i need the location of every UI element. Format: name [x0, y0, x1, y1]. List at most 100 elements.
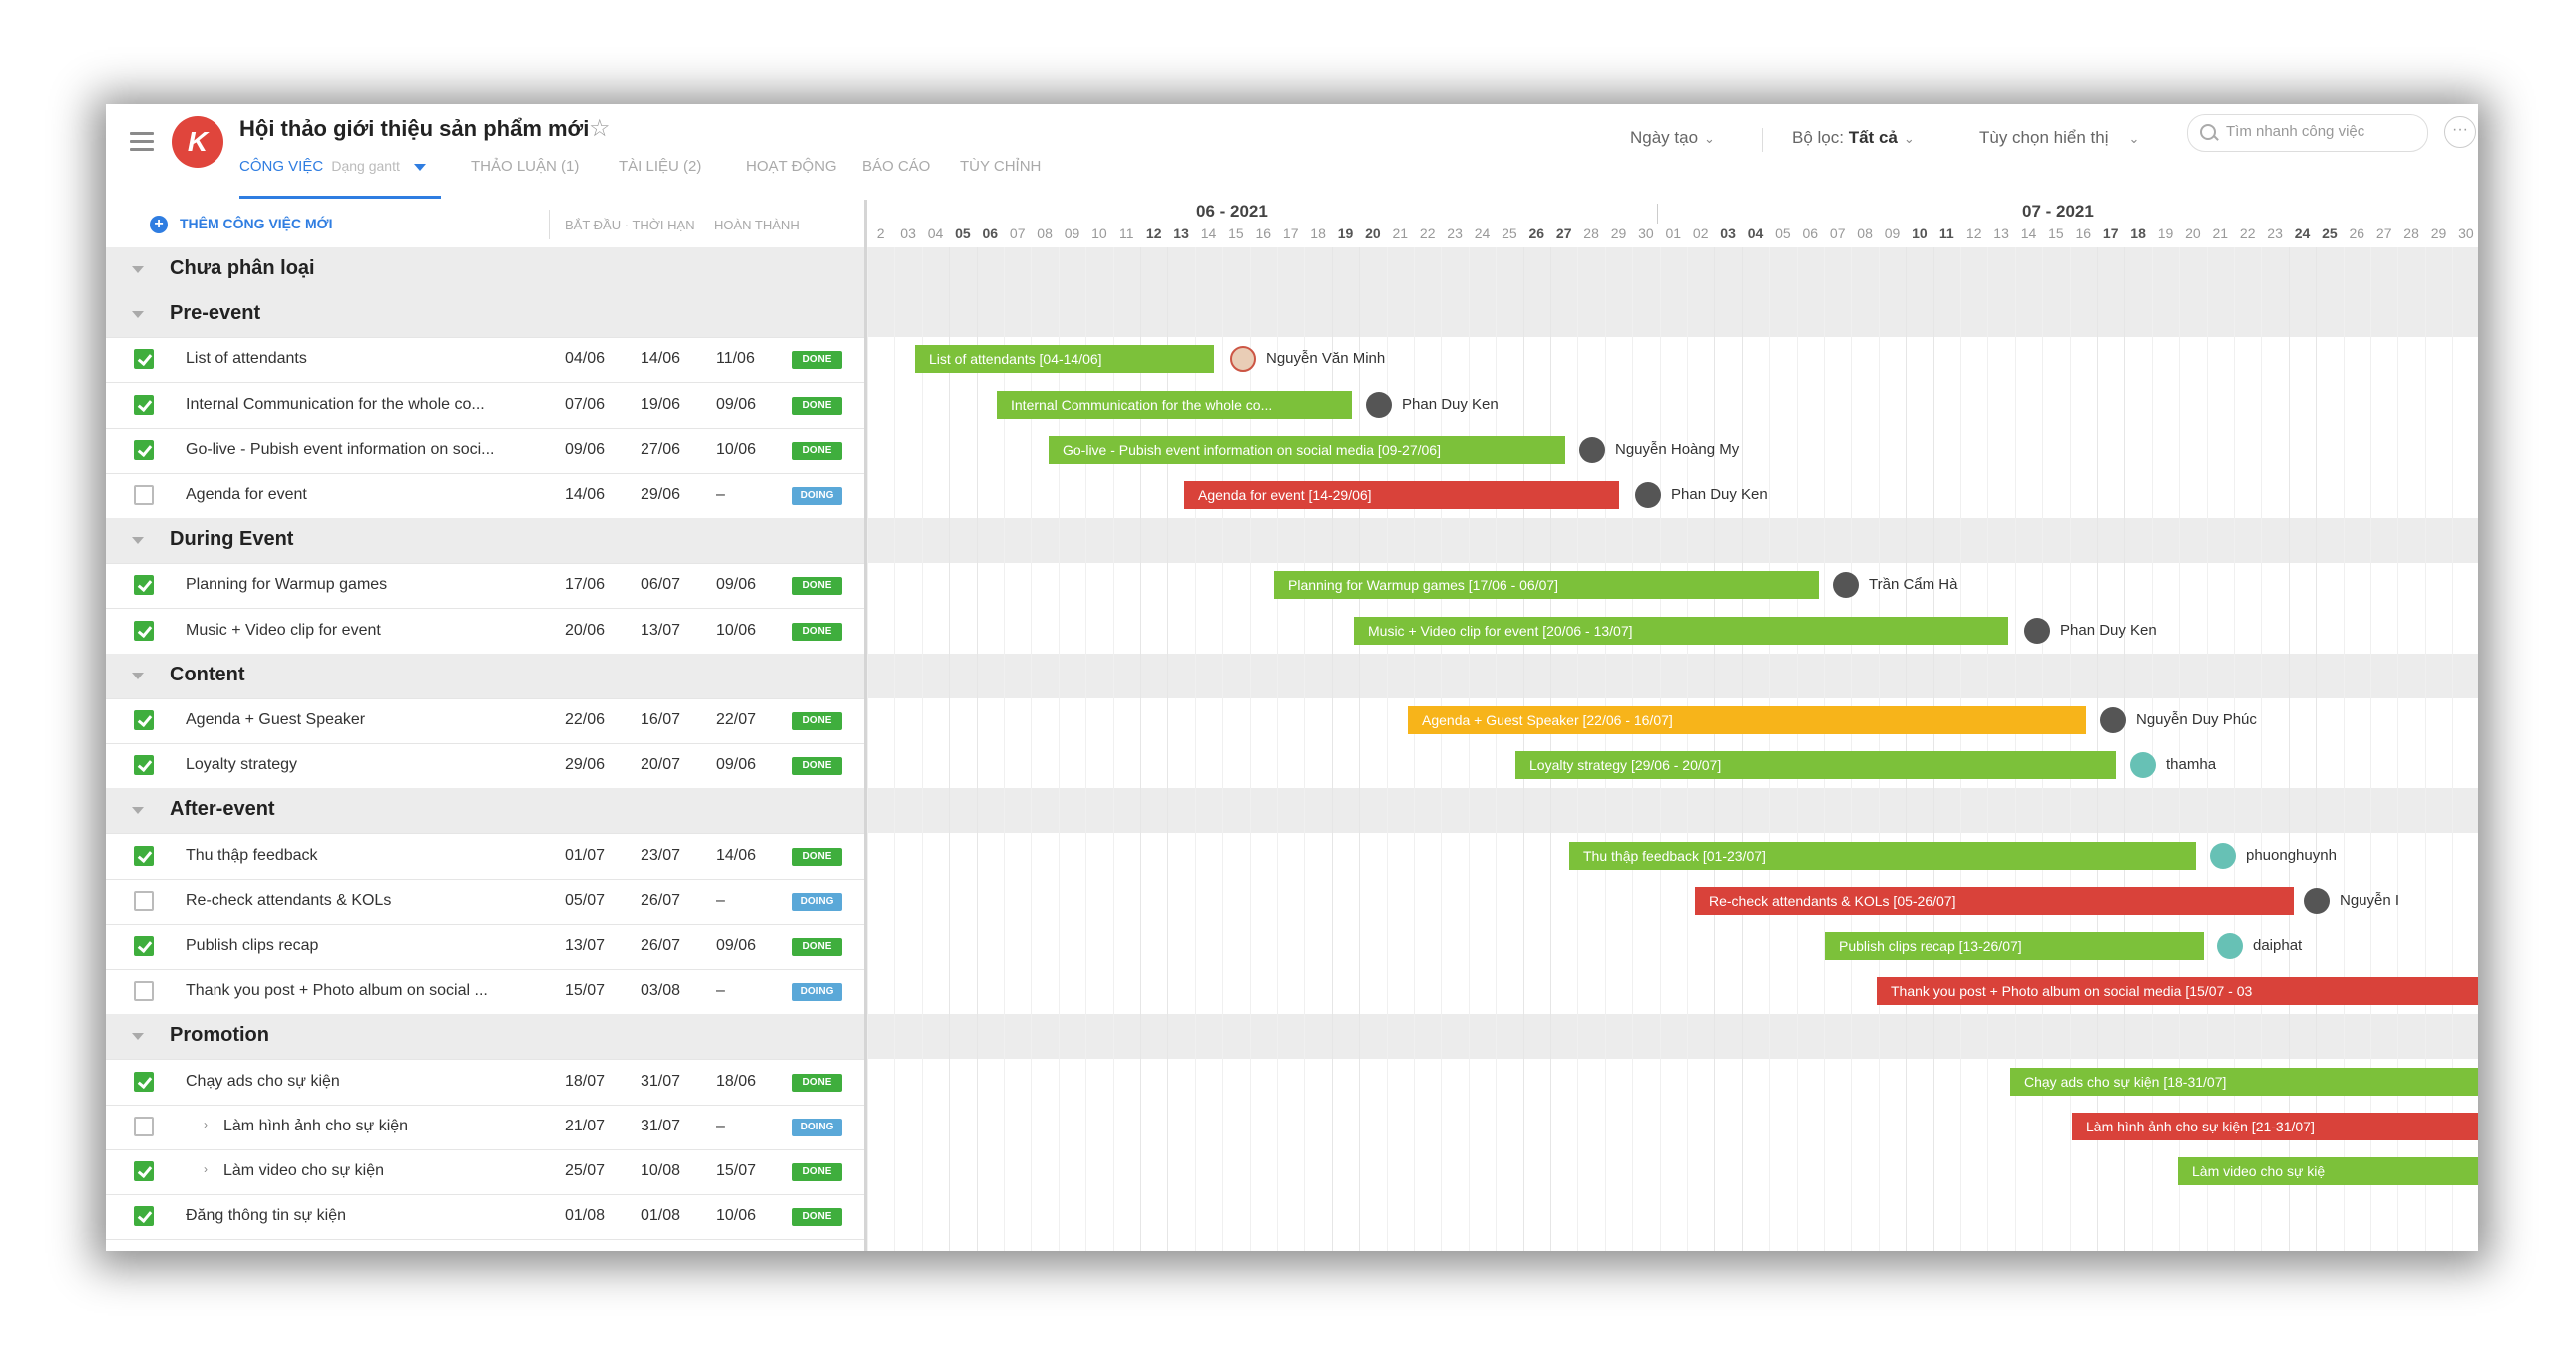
gantt-bar[interactable]: Music + Video clip for event [20/06 - 13…: [1354, 616, 2008, 645]
table-row[interactable]: Re-check attendants & KOLs 05/07 26/07 – DOI…: [106, 879, 864, 925]
task-name[interactable]: Làm hình ảnh cho sự kiện: [223, 1117, 409, 1134]
table-row[interactable]: Planning for Warmup games 17/06 06/07 09/06…: [106, 563, 864, 610]
task-checkbox[interactable]: [134, 349, 154, 370]
task-checkbox[interactable]: [134, 439, 154, 460]
task-name[interactable]: Agenda for event: [186, 486, 307, 503]
gantt-bar[interactable]: Agenda + Guest Speaker [22/06 - 16/07]: [1408, 706, 2086, 734]
tab-hoat-dong[interactable]: HOẠT ĐỘNG: [746, 158, 837, 175]
gantt-bar[interactable]: Go-live - Pubish event information on so…: [1049, 435, 1565, 464]
gantt-bar[interactable]: Internal Communication for the whole co.…: [997, 390, 1352, 419]
collapse-triangle-icon[interactable]: [132, 311, 144, 319]
assignee[interactable]: Nguyễn Văn Minh: [1230, 345, 1385, 373]
task-checkbox[interactable]: [134, 1071, 154, 1092]
task-name[interactable]: Internal Communication for the whole co.…: [186, 395, 485, 413]
chevron-down-icon[interactable]: [414, 163, 427, 171]
group-header-row[interactable]: Content: [106, 653, 864, 699]
task-checkbox[interactable]: [134, 755, 154, 776]
table-row[interactable]: Thu thập feedback 01/07 23/07 14/06 DONE: [106, 834, 864, 880]
gantt-bar[interactable]: Re-check attendants & KOLs [05-26/07]: [1695, 886, 2294, 915]
table-row[interactable]: Agenda + Guest Speaker 22/06 16/07 22/07 DON…: [106, 698, 864, 744]
gantt-bar[interactable]: Thu thập feedback [01-23/07]: [1569, 841, 2196, 870]
assignee[interactable]: Nguyễn I: [2304, 887, 2399, 915]
task-checkbox[interactable]: [134, 394, 154, 415]
task-name[interactable]: List of attendants: [186, 350, 307, 368]
assignee[interactable]: Trần Cẩm Hà: [1833, 571, 1957, 599]
table-row[interactable]: Publish clips recap 13/07 26/07 09/06 DONE: [106, 924, 864, 970]
gantt-bar[interactable]: Thank you post + Photo album on social m…: [1877, 977, 2478, 1006]
task-checkbox[interactable]: [134, 1161, 154, 1181]
task-name[interactable]: Loyalty strategy: [186, 756, 298, 774]
task-name[interactable]: Thu thập feedback: [186, 846, 318, 864]
assignee[interactable]: thamha: [2130, 751, 2216, 779]
table-row[interactable]: List of attendants 04/06 14/06 11/06 DONE: [106, 337, 864, 384]
assignee[interactable]: Nguyễn Hoàng My: [1579, 436, 1739, 464]
task-checkbox[interactable]: [134, 936, 154, 956]
assignee[interactable]: Phan Duy Ken: [1366, 391, 1499, 419]
menu-icon[interactable]: [130, 132, 154, 151]
task-name[interactable]: Làm video cho sự kiện: [223, 1162, 385, 1179]
task-checkbox[interactable]: [134, 1116, 154, 1136]
task-name[interactable]: Music + Video clip for event: [186, 621, 381, 639]
assignee[interactable]: Phan Duy Ken: [2024, 617, 2157, 645]
gantt-bar[interactable]: Chạy ads cho sự kiện [18-31/07]: [2010, 1067, 2478, 1096]
sort-dropdown[interactable]: Ngày tạo ⌄: [1630, 128, 1715, 148]
gantt-bar[interactable]: Làm hình ảnh cho sự kiện [21-31/07]: [2072, 1112, 2478, 1140]
gantt-bar[interactable]: List of attendants [04-14/06]: [915, 345, 1214, 374]
task-checkbox[interactable]: [134, 1206, 154, 1227]
table-row[interactable]: Agenda for event 14/06 29/06 – DOING: [106, 473, 864, 519]
collapse-triangle-icon[interactable]: [132, 672, 144, 679]
task-name[interactable]: Đăng thông tin sự kiện: [186, 1207, 347, 1225]
table-row[interactable]: Thank you post + Photo album on social .…: [106, 969, 864, 1016]
filter-dropdown[interactable]: Bộ lọc: Tất cả ⌄: [1792, 128, 1915, 148]
table-row[interactable]: Go-live - Pubish event information on so…: [106, 428, 864, 474]
display-options-dropdown[interactable]: Tùy chọn hiển thị ⌄: [1979, 128, 2139, 148]
task-name[interactable]: Go-live - Pubish event information on so…: [186, 440, 495, 458]
table-row[interactable]: › Làm hình ảnh cho sự kiện 21/07 31/07 – DOIN…: [106, 1105, 864, 1150]
task-name[interactable]: Planning for Warmup games: [186, 576, 388, 594]
task-checkbox[interactable]: [134, 890, 154, 911]
assignee[interactable]: phuonghuynh: [2210, 842, 2337, 870]
expand-arrow-icon[interactable]: ›: [204, 1117, 208, 1131]
table-row[interactable]: Music + Video clip for event 20/06 13/07 10…: [106, 609, 864, 655]
task-checkbox[interactable]: [134, 575, 154, 596]
task-name[interactable]: Publish clips recap: [186, 937, 319, 954]
add-task-button[interactable]: + THÊM CÔNG VIỆC MỚI: [150, 216, 333, 234]
gantt-bar[interactable]: Làm video cho sự kiệ: [2178, 1157, 2478, 1185]
more-options-icon[interactable]: ···: [2444, 116, 2476, 148]
search-box[interactable]: Tìm nhanh công việc: [2187, 114, 2428, 152]
task-name[interactable]: Agenda + Guest Speaker: [186, 711, 366, 728]
task-checkbox[interactable]: [134, 620, 154, 641]
gantt-bar[interactable]: Planning for Warmup games [17/06 - 06/07…: [1274, 571, 1819, 600]
expand-arrow-icon[interactable]: ›: [204, 1162, 208, 1176]
assignee[interactable]: daiphat: [2217, 932, 2302, 960]
collapse-triangle-icon[interactable]: [132, 266, 144, 273]
table-row[interactable]: Loyalty strategy 29/06 20/07 09/06 DONE: [106, 743, 864, 790]
task-checkbox[interactable]: [134, 485, 154, 505]
tab-thao-luan[interactable]: THẢO LUẬN (1): [471, 158, 580, 175]
task-name[interactable]: Re-check attendants & KOLs: [186, 891, 392, 909]
tab-tuy-chinh[interactable]: TÙY CHỈNH: [960, 158, 1042, 175]
star-icon[interactable]: ☆: [589, 115, 611, 142]
collapse-triangle-icon[interactable]: [132, 537, 144, 545]
group-header-row[interactable]: Promotion: [106, 1014, 864, 1061]
table-row[interactable]: Chạy ads cho sự kiện 18/07 31/07 18/06 DONE: [106, 1060, 864, 1106]
table-row[interactable]: Đăng thông tin sự kiện 01/08 01/08 10/06 DON…: [106, 1194, 864, 1241]
table-row[interactable]: › Làm video cho sự kiện 25/07 10/08 15/07 DON…: [106, 1149, 864, 1195]
task-name[interactable]: Chạy ads cho sự kiện: [186, 1072, 340, 1090]
group-header-row[interactable]: During Event: [106, 518, 864, 565]
gantt-bar[interactable]: Agenda for event [14-29/06]: [1184, 481, 1619, 509]
table-row[interactable]: Internal Communication for the whole co.…: [106, 383, 864, 429]
gantt-bar[interactable]: Loyalty strategy [29/06 - 20/07]: [1515, 751, 2116, 780]
group-header-row[interactable]: Pre-event: [106, 292, 864, 339]
tab-cong-viec[interactable]: CÔNG VIỆC Dạng gantt: [239, 158, 427, 175]
tab-bao-cao[interactable]: BÁO CÁO: [862, 158, 931, 175]
group-header-row[interactable]: After-event: [106, 788, 864, 835]
collapse-triangle-icon[interactable]: [132, 1033, 144, 1041]
task-checkbox[interactable]: [134, 710, 154, 730]
assignee[interactable]: Nguyễn Duy Phúc: [2100, 706, 2257, 734]
task-name[interactable]: Thank you post + Photo album on social .…: [186, 982, 488, 1000]
tab-tai-lieu[interactable]: TÀI LIỆU (2): [619, 158, 702, 175]
collapse-triangle-icon[interactable]: [132, 807, 144, 815]
task-checkbox[interactable]: [134, 845, 154, 866]
task-checkbox[interactable]: [134, 981, 154, 1002]
